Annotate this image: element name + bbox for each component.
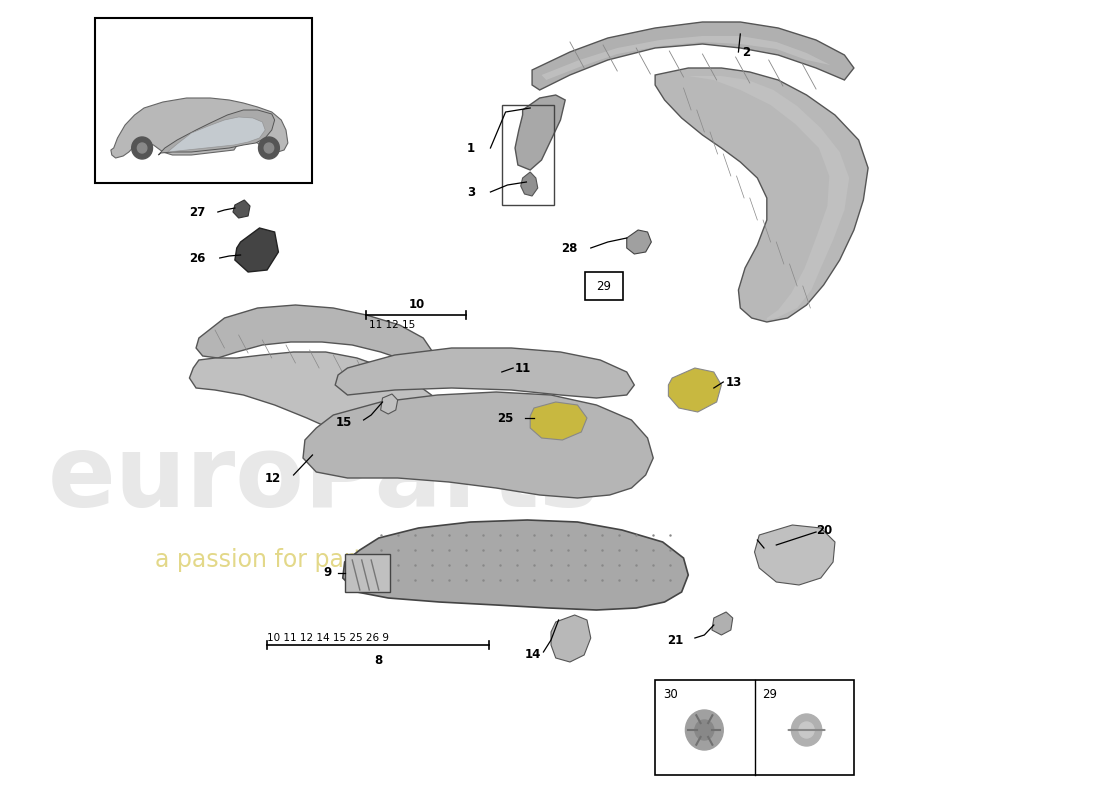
Circle shape xyxy=(685,710,724,750)
Polygon shape xyxy=(551,615,591,662)
Polygon shape xyxy=(627,230,651,254)
Text: euroParts: euroParts xyxy=(48,431,600,529)
Text: 1: 1 xyxy=(468,142,475,154)
Polygon shape xyxy=(515,95,565,170)
Text: 10: 10 xyxy=(408,298,425,311)
Text: 29: 29 xyxy=(596,279,612,293)
Polygon shape xyxy=(189,352,446,445)
Bar xyxy=(656,680,854,775)
Polygon shape xyxy=(755,525,835,585)
Text: 9: 9 xyxy=(323,566,331,579)
Bar xyxy=(95,18,312,183)
Bar xyxy=(502,105,553,205)
Circle shape xyxy=(799,722,814,738)
Text: 11: 11 xyxy=(515,362,531,374)
Polygon shape xyxy=(520,172,538,196)
Circle shape xyxy=(264,143,274,153)
Circle shape xyxy=(132,137,153,159)
Polygon shape xyxy=(302,392,653,498)
Circle shape xyxy=(791,714,822,746)
Polygon shape xyxy=(233,200,250,218)
Polygon shape xyxy=(669,368,722,412)
Text: 29: 29 xyxy=(762,689,777,702)
Text: 20: 20 xyxy=(816,523,833,537)
Text: a passion for parts since 1985: a passion for parts since 1985 xyxy=(155,548,512,572)
Bar xyxy=(585,272,623,300)
Text: 26: 26 xyxy=(189,251,206,265)
Text: 30: 30 xyxy=(662,689,678,702)
Bar xyxy=(344,554,390,592)
Text: 27: 27 xyxy=(189,206,206,218)
Text: 21: 21 xyxy=(668,634,683,646)
Polygon shape xyxy=(111,98,288,158)
Text: 15: 15 xyxy=(336,415,352,429)
Text: 8: 8 xyxy=(375,654,383,666)
Circle shape xyxy=(258,137,279,159)
Circle shape xyxy=(695,720,714,740)
Text: 28: 28 xyxy=(561,242,578,254)
Polygon shape xyxy=(530,402,587,440)
Text: 12: 12 xyxy=(265,471,282,485)
Polygon shape xyxy=(235,228,278,272)
Text: 3: 3 xyxy=(468,186,475,198)
Polygon shape xyxy=(712,612,733,635)
Polygon shape xyxy=(343,520,689,610)
Polygon shape xyxy=(541,36,830,80)
Polygon shape xyxy=(532,22,854,90)
Text: 25: 25 xyxy=(497,411,513,425)
Text: 2: 2 xyxy=(742,46,750,58)
Polygon shape xyxy=(167,117,265,152)
Text: 14: 14 xyxy=(525,649,541,662)
Polygon shape xyxy=(336,348,635,398)
Polygon shape xyxy=(158,110,275,155)
Polygon shape xyxy=(662,76,849,320)
Polygon shape xyxy=(656,68,868,322)
Text: 13: 13 xyxy=(726,375,742,389)
Polygon shape xyxy=(381,394,398,414)
Circle shape xyxy=(138,143,146,153)
Polygon shape xyxy=(196,305,432,362)
Text: 11 12 15: 11 12 15 xyxy=(370,320,416,330)
Text: 10 11 12 14 15 25 26 9: 10 11 12 14 15 25 26 9 xyxy=(267,633,389,643)
